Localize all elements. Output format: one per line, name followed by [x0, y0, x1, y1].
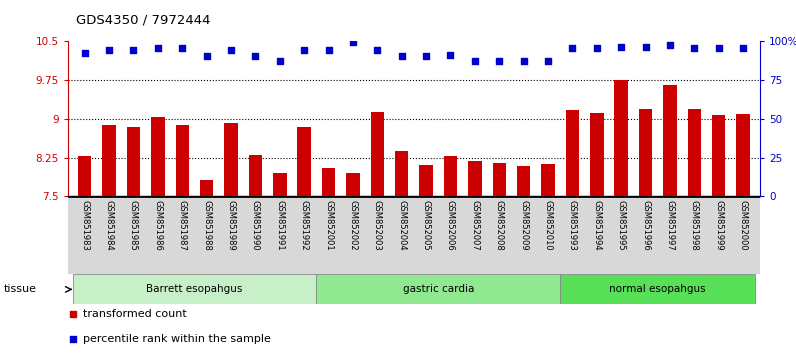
Text: GSM851993: GSM851993	[568, 200, 577, 251]
Text: GSM851986: GSM851986	[154, 200, 162, 251]
Text: GSM851985: GSM851985	[129, 200, 138, 251]
Text: GSM852005: GSM852005	[422, 200, 431, 251]
Point	[688, 46, 700, 51]
Point	[176, 46, 189, 51]
Bar	[566, 110, 579, 354]
Point	[249, 53, 262, 59]
Point	[493, 58, 505, 64]
Point	[469, 58, 482, 64]
Text: GSM851997: GSM851997	[665, 200, 674, 251]
Point	[541, 58, 554, 64]
Bar	[395, 151, 408, 354]
Text: Barrett esopahgus: Barrett esopahgus	[146, 284, 243, 295]
Bar	[151, 117, 165, 354]
Text: GSM851998: GSM851998	[690, 200, 699, 251]
Text: GSM851996: GSM851996	[641, 200, 650, 251]
Text: GSM851987: GSM851987	[178, 200, 187, 251]
Point	[346, 39, 359, 45]
Point	[201, 53, 213, 59]
Text: GSM851994: GSM851994	[592, 200, 601, 251]
Point	[517, 58, 530, 64]
Bar	[493, 163, 506, 354]
Text: GSM851983: GSM851983	[80, 200, 89, 251]
Point	[566, 46, 579, 51]
Point	[396, 53, 408, 59]
Bar	[736, 114, 750, 354]
Point	[664, 42, 677, 48]
Point	[419, 53, 432, 59]
Point	[615, 44, 627, 50]
Bar	[663, 85, 677, 354]
Point	[712, 46, 725, 51]
Text: GSM851989: GSM851989	[227, 200, 236, 251]
Text: GSM851990: GSM851990	[251, 200, 260, 251]
Bar	[468, 161, 482, 354]
Text: GSM852002: GSM852002	[349, 200, 357, 251]
Point	[371, 47, 384, 53]
Point	[274, 58, 287, 64]
Bar	[590, 113, 603, 354]
Point	[322, 47, 335, 53]
Text: GSM852000: GSM852000	[739, 200, 747, 251]
Point	[737, 46, 750, 51]
Text: GSM851984: GSM851984	[104, 200, 114, 251]
Point	[67, 336, 80, 342]
Bar	[346, 173, 360, 354]
Bar	[248, 155, 262, 354]
Bar	[560, 274, 755, 304]
Text: GSM852003: GSM852003	[373, 200, 382, 251]
Point	[298, 47, 310, 53]
Point	[639, 44, 652, 50]
Bar	[200, 180, 213, 354]
Bar	[316, 274, 560, 304]
Bar	[419, 165, 433, 354]
Text: GSM851992: GSM851992	[299, 200, 309, 251]
Text: GSM851995: GSM851995	[617, 200, 626, 251]
Bar	[371, 112, 384, 354]
Bar	[176, 125, 189, 354]
Bar	[712, 115, 725, 354]
Bar	[103, 125, 116, 354]
Text: GSM852001: GSM852001	[324, 200, 333, 251]
Point	[78, 50, 91, 56]
Text: GSM851988: GSM851988	[202, 200, 211, 251]
Text: percentile rank within the sample: percentile rank within the sample	[83, 334, 271, 344]
Text: GDS4350 / 7972444: GDS4350 / 7972444	[76, 13, 210, 27]
Text: GSM852010: GSM852010	[544, 200, 552, 251]
Text: GSM852004: GSM852004	[397, 200, 406, 251]
Bar	[127, 127, 140, 354]
Bar	[72, 274, 316, 304]
Bar	[273, 173, 287, 354]
Text: tissue: tissue	[4, 284, 37, 295]
Bar	[688, 109, 701, 354]
Text: GSM852009: GSM852009	[519, 200, 529, 251]
Point	[103, 47, 115, 53]
Bar	[615, 80, 628, 354]
Point	[444, 52, 457, 58]
Text: GSM852006: GSM852006	[446, 200, 455, 251]
Bar	[224, 123, 238, 354]
Bar	[322, 168, 335, 354]
Point	[151, 46, 164, 51]
Point	[127, 47, 140, 53]
Text: GSM852008: GSM852008	[495, 200, 504, 251]
Text: GSM852007: GSM852007	[470, 200, 479, 251]
Point	[224, 47, 237, 53]
Text: normal esopahgus: normal esopahgus	[610, 284, 706, 295]
Bar	[517, 166, 530, 354]
Text: GSM851991: GSM851991	[275, 200, 284, 251]
Point	[67, 311, 80, 316]
Bar	[78, 156, 92, 354]
Point	[591, 46, 603, 51]
Text: transformed count: transformed count	[83, 309, 186, 319]
Text: gastric cardia: gastric cardia	[403, 284, 474, 295]
Bar	[541, 164, 555, 354]
Bar	[298, 127, 311, 354]
Bar	[639, 109, 652, 354]
Text: GSM851999: GSM851999	[714, 200, 724, 251]
Bar	[444, 156, 457, 354]
